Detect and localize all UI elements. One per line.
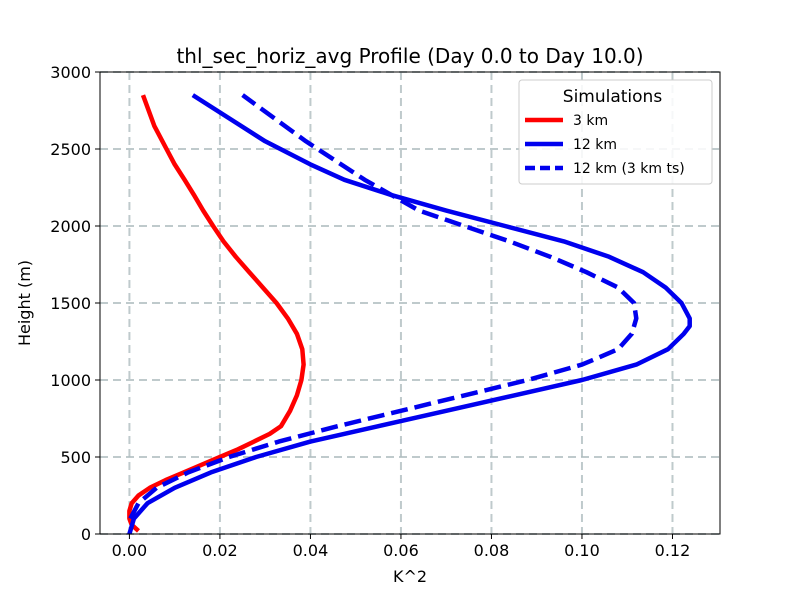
x-tick-label: 0.00 (112, 541, 148, 560)
y-ticks: 0 500 1000 1500 2000 2500 3000 (50, 63, 100, 544)
x-ticks: 0.00 0.02 0.04 0.06 0.08 0.10 0.12 (112, 534, 691, 560)
y-axis-label: Height (m) (15, 260, 34, 346)
legend-label-3: 12 km (3 km ts) (573, 161, 685, 177)
series-line-2 (127, 93, 692, 535)
chart-title: thl_sec_horiz_avg Profile (Day 0.0 to Da… (176, 44, 643, 68)
legend-label-1: 3 km (573, 113, 608, 129)
x-tick-label: 0.08 (474, 541, 510, 560)
legend-box (518, 79, 713, 185)
x-axis-label: K^2 (393, 567, 427, 586)
y-tick-label: 1500 (50, 294, 91, 313)
y-tick-label: 2000 (50, 217, 91, 236)
y-tick-label: 500 (60, 448, 91, 467)
series-line-3 (128, 93, 639, 520)
x-tick-label: 0.04 (293, 541, 329, 560)
series-line-1 (127, 94, 306, 533)
x-tick-label: 0.10 (564, 541, 600, 560)
series-layer (127, 93, 692, 535)
legend-title: Simulations (563, 87, 663, 107)
y-tick-label: 2500 (50, 140, 91, 159)
y-tick-label: 3000 (50, 63, 91, 82)
y-tick-label: 0 (81, 525, 91, 544)
x-tick-label: 0.02 (202, 541, 238, 560)
x-tick-label: 0.12 (655, 541, 691, 560)
x-tick-label: 0.06 (383, 541, 419, 560)
y-tick-label: 1000 (50, 371, 91, 390)
legend-label-2: 12 km (573, 137, 617, 153)
legend-items: 3 km 12 km 12 km (3 km ts) (525, 113, 685, 177)
legend: Simulations 3 km 12 km 12 km (3 km ts) (518, 79, 713, 185)
